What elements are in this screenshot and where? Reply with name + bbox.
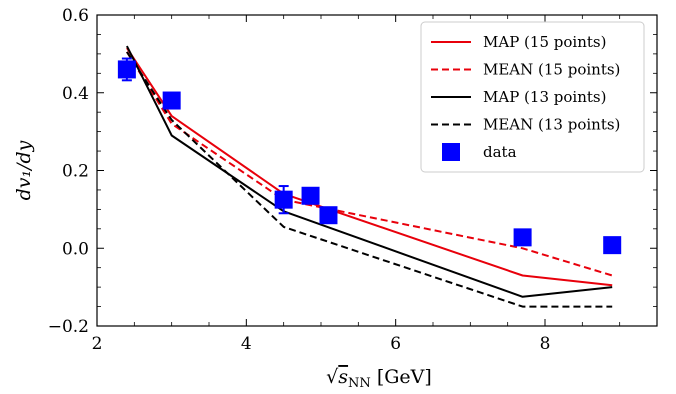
y-tick-label: 0.2 <box>62 162 89 182</box>
y-axis-label: dv₁/dy <box>13 140 35 200</box>
data-point <box>301 186 320 205</box>
legend-label: MAP (15 points) <box>483 33 606 51</box>
legend-box <box>420 21 645 173</box>
y-tick-label: 0.0 <box>62 239 89 259</box>
legend-label: data <box>483 143 517 161</box>
series-line-mean-13-points <box>126 51 613 308</box>
axes-ticks: 2 4 6 8 −0.2 0.0 0.2 0.4 0.6 <box>48 6 658 354</box>
legend-label: MEAN (13 points) <box>483 116 620 134</box>
x-tick-label: 6 <box>390 334 401 354</box>
data-point <box>117 60 136 79</box>
legend: MAP (15 points) MEAN (15 points) MAP (13 p… <box>420 21 645 173</box>
data-point <box>162 91 181 110</box>
axis-labels: √sNN [GeV] dv₁/dy <box>13 140 432 391</box>
legend-label: MEAN (15 points) <box>483 61 620 79</box>
data-point <box>274 190 293 209</box>
y-tick-label: 0.6 <box>62 6 89 26</box>
data-point <box>319 206 338 225</box>
y-tick-label: −0.2 <box>48 317 89 337</box>
x-tick-label: 4 <box>241 334 252 354</box>
plot-area <box>117 45 622 308</box>
x-tick-label: 8 <box>540 334 551 354</box>
legend-swatch-data <box>442 143 460 161</box>
x-axis-label: √sNN [GeV] <box>326 366 432 391</box>
data-point <box>603 236 622 255</box>
y-tick-label: 0.4 <box>62 84 89 104</box>
x-tick-label: 2 <box>92 334 103 354</box>
legend-label: MAP (13 points) <box>483 88 606 106</box>
data-point <box>513 228 532 247</box>
